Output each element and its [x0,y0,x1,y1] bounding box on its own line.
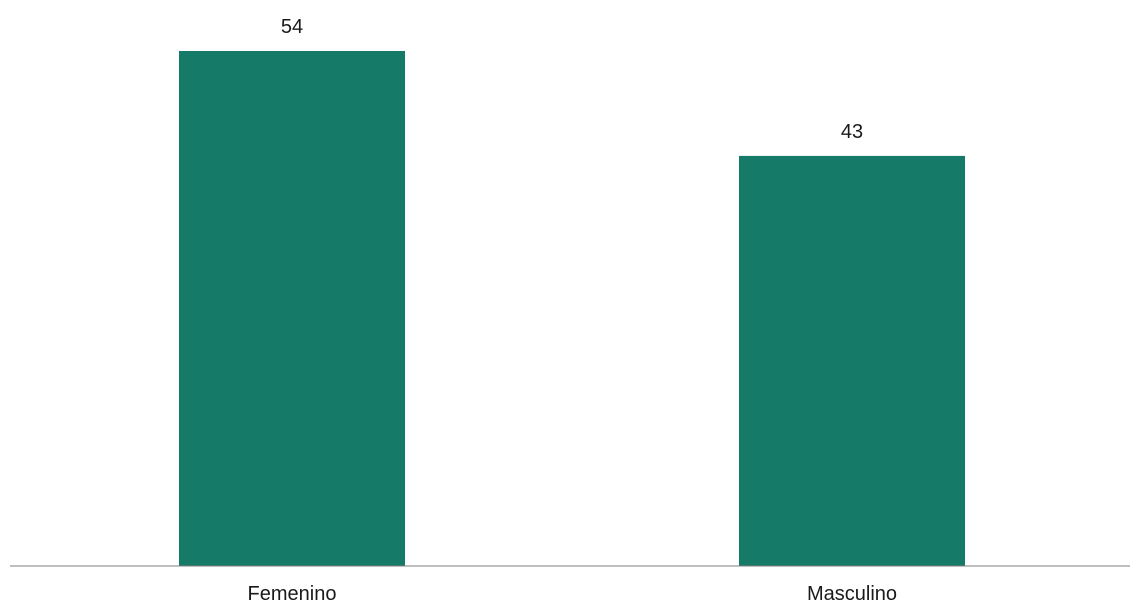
x-tick-label-masculino: Masculino [807,583,897,605]
x-tick-labels-group: Femenino Masculino [248,583,897,605]
value-label-femenino: 54 [281,16,303,38]
value-label-masculino: 43 [841,121,863,143]
bar-masculino [739,155,965,566]
bars-group [179,51,965,566]
bar-femenino [179,51,405,566]
x-tick-label-femenino: Femenino [248,583,337,605]
value-labels-group: 54 43 [281,16,863,143]
